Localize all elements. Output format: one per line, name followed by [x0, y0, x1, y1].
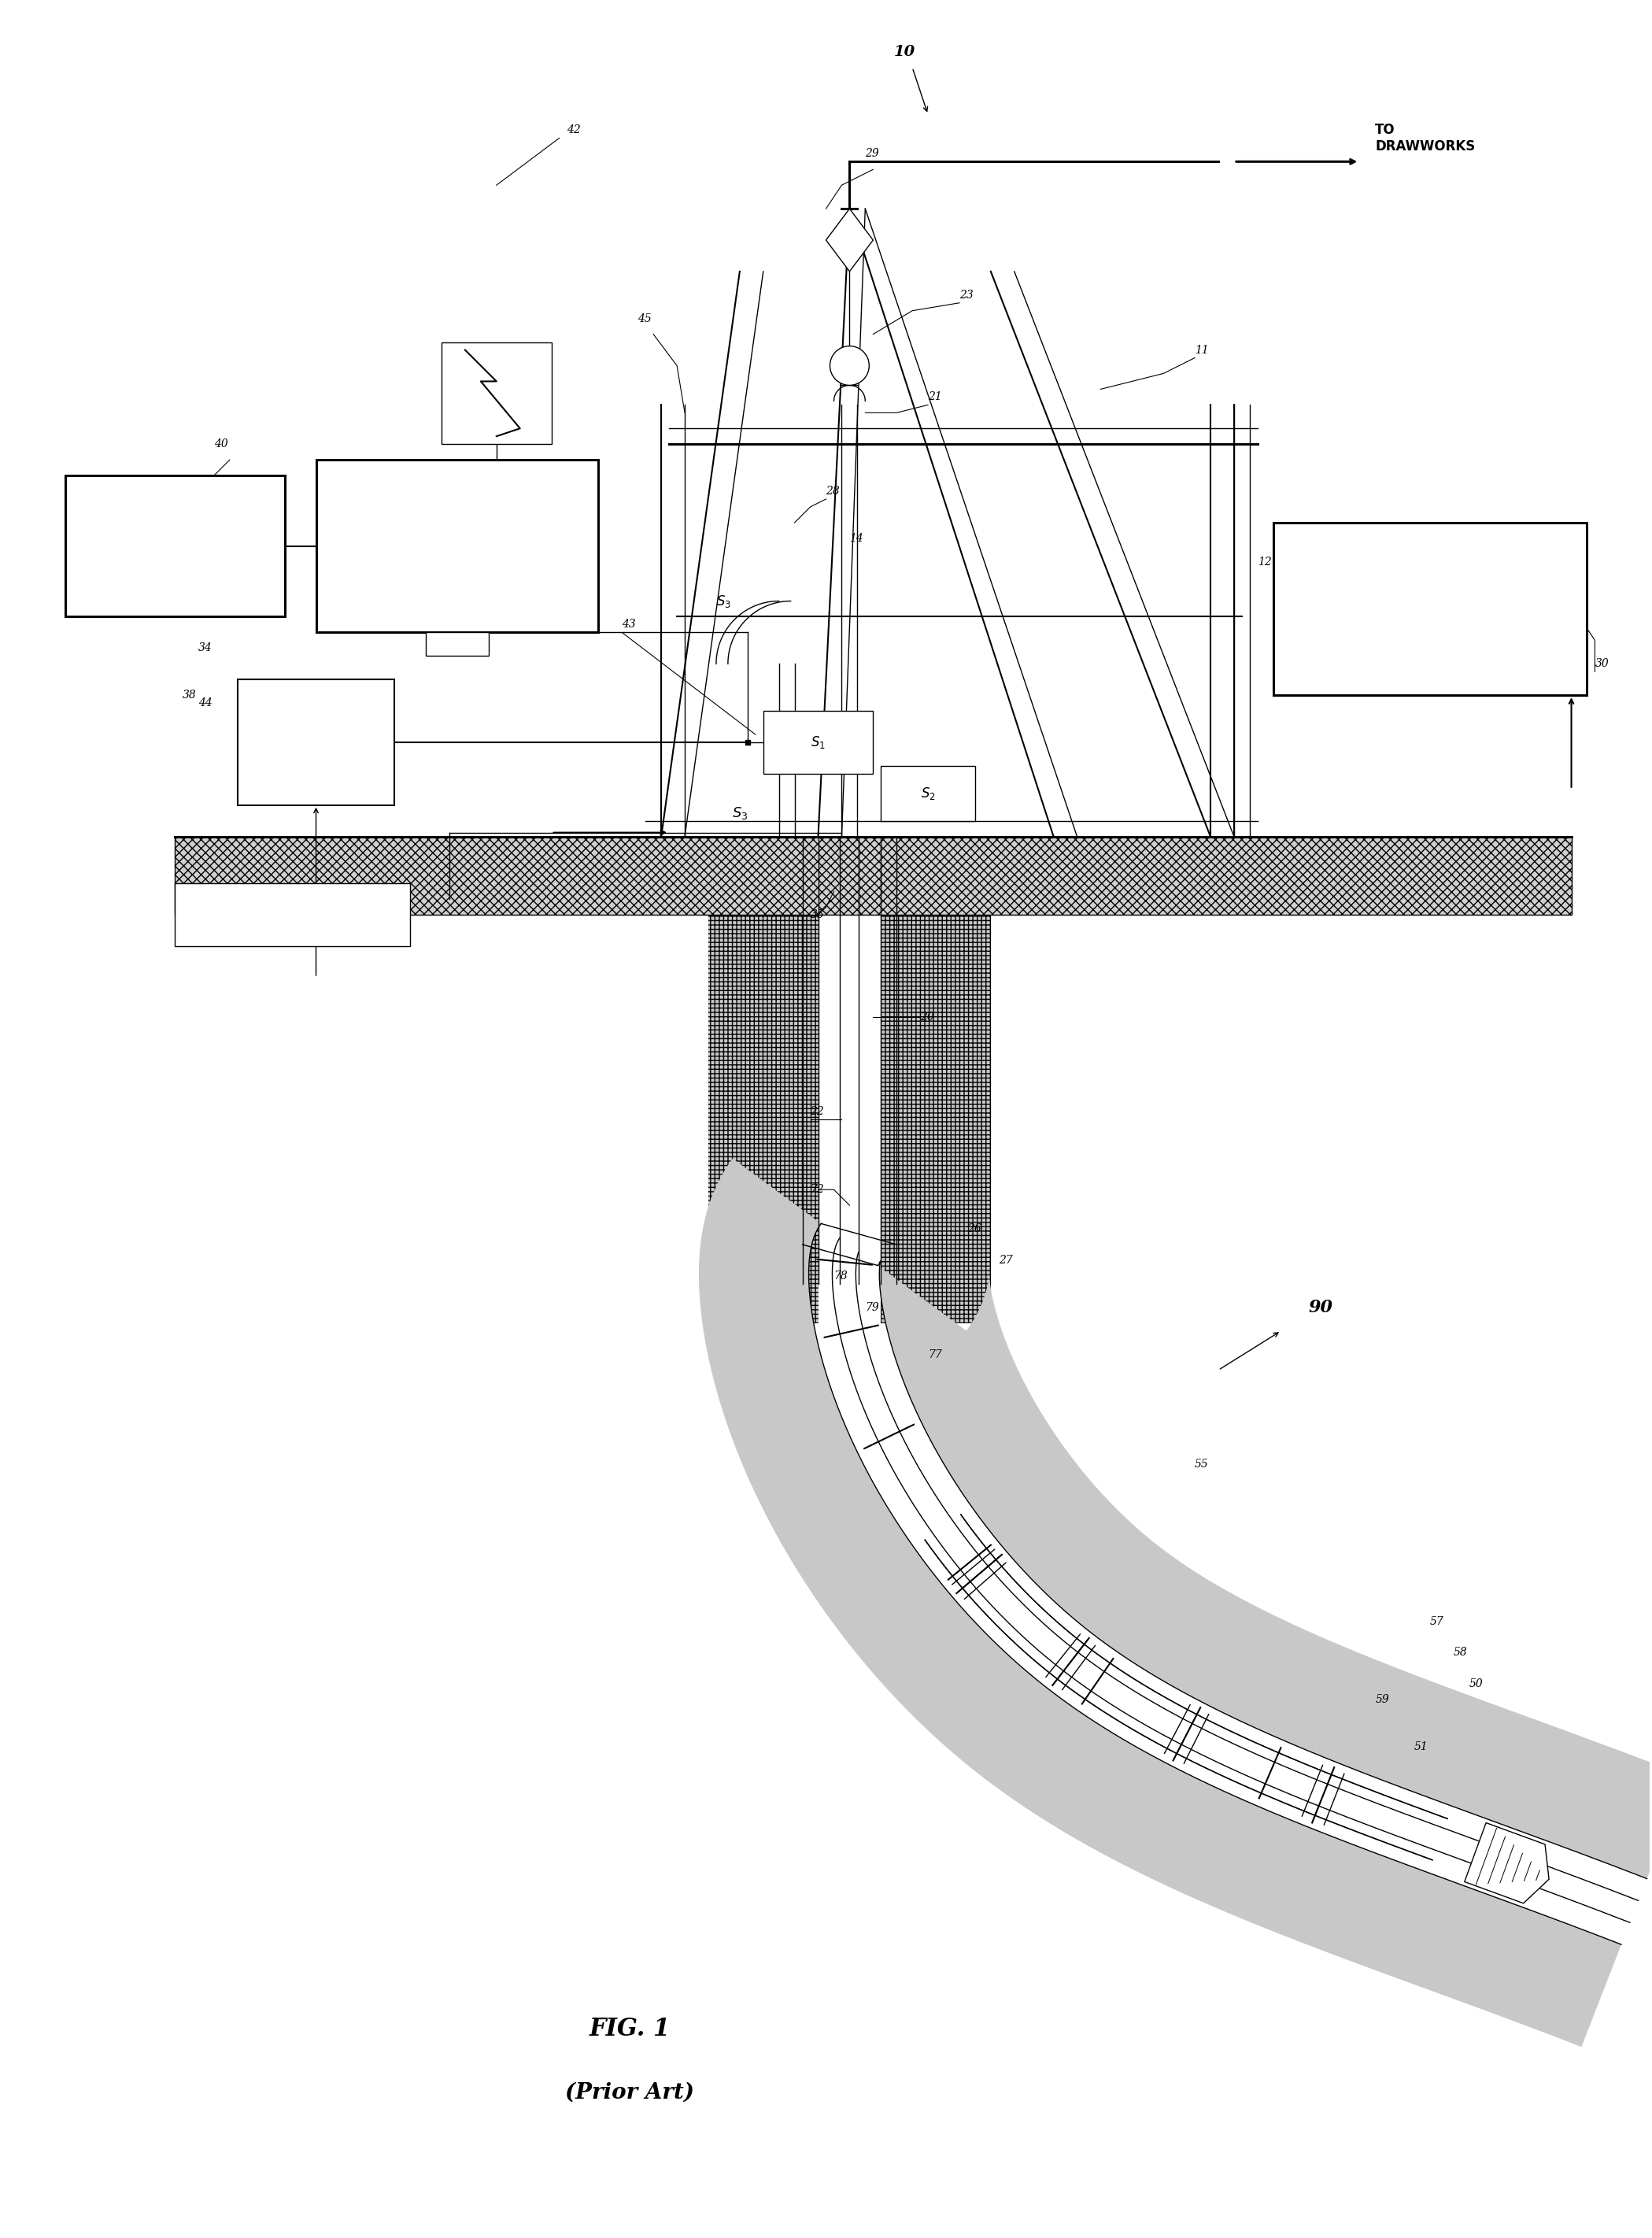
Text: 90: 90: [1308, 1298, 1333, 1316]
Text: 77: 77: [928, 1350, 942, 1361]
Text: 79: 79: [866, 1303, 879, 1314]
Text: 40: 40: [215, 439, 228, 450]
Text: 11: 11: [1194, 345, 1209, 356]
Text: 44: 44: [198, 698, 213, 709]
Bar: [709, 837, 818, 1323]
Bar: [175, 884, 410, 947]
Text: 27: 27: [998, 1256, 1013, 1267]
Polygon shape: [1465, 1822, 1550, 1902]
Text: ALARM: ALARM: [149, 539, 200, 553]
Text: $S_1$: $S_1$: [811, 734, 826, 750]
Text: TO
DRAWWORKS: TO DRAWWORKS: [1374, 123, 1475, 154]
Polygon shape: [877, 1260, 1652, 1878]
Text: 23: 23: [960, 289, 973, 300]
Text: 43: 43: [623, 620, 636, 631]
Bar: [64, 474, 284, 618]
Text: 51: 51: [1414, 1741, 1429, 1752]
Text: 45: 45: [638, 313, 651, 325]
Text: 26: 26: [966, 1224, 981, 1235]
Text: 10: 10: [894, 45, 915, 58]
Text: $S_2$: $S_2$: [920, 786, 935, 801]
Text: 21: 21: [928, 392, 942, 403]
Bar: [441, 342, 552, 443]
Text: 29: 29: [866, 148, 879, 159]
Text: 38: 38: [449, 642, 463, 653]
Text: 59: 59: [1374, 1694, 1389, 1705]
Text: DRAWWORKS: DRAWWORKS: [1384, 602, 1477, 615]
Bar: [881, 765, 975, 821]
Text: 20: 20: [920, 1012, 933, 1023]
Text: 14: 14: [849, 533, 864, 544]
Polygon shape: [826, 208, 872, 271]
Bar: [426, 633, 489, 656]
Text: 58: 58: [1454, 1647, 1467, 1658]
Text: 55: 55: [1194, 1459, 1209, 1470]
Text: 78: 78: [834, 1271, 847, 1282]
Polygon shape: [699, 1159, 1621, 2048]
Text: 42: 42: [567, 125, 582, 137]
Text: 34: 34: [198, 642, 213, 653]
Text: 35: 35: [811, 909, 824, 920]
Text: 38: 38: [183, 689, 197, 700]
Text: 30: 30: [1594, 658, 1609, 669]
Circle shape: [829, 347, 869, 385]
Bar: [881, 837, 991, 1323]
Text: FIG. 1: FIG. 1: [590, 2016, 671, 2041]
Text: (Prior Art): (Prior Art): [565, 2081, 694, 2104]
Text: 72: 72: [811, 1184, 824, 1195]
Bar: [175, 837, 1571, 915]
Bar: [238, 680, 395, 806]
Text: $S_3$: $S_3$: [717, 593, 732, 609]
Bar: [763, 712, 872, 774]
Text: 12: 12: [1257, 557, 1272, 568]
Text: CONTROL
UNIT: CONTROL UNIT: [421, 524, 492, 553]
Polygon shape: [925, 1515, 1447, 1860]
Text: 28: 28: [826, 486, 839, 497]
Bar: [316, 459, 598, 633]
Bar: [1274, 524, 1588, 696]
Text: $S_3$: $S_3$: [732, 806, 748, 821]
Text: 57: 57: [1431, 1616, 1444, 1627]
Text: 50: 50: [1469, 1678, 1483, 1690]
Text: 22: 22: [811, 1106, 824, 1117]
